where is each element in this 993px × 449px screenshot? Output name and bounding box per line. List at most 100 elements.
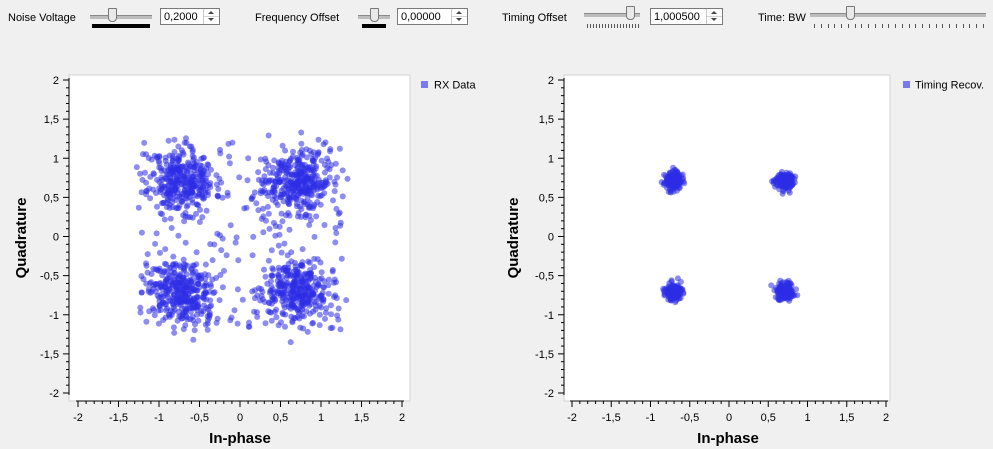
data-point bbox=[335, 316, 342, 323]
frequency-offset-spinbox[interactable]: 0,00000 bbox=[397, 8, 468, 25]
data-point bbox=[265, 257, 272, 264]
y-tick-label: -1,5 bbox=[40, 349, 59, 361]
slider-tick bbox=[847, 24, 849, 28]
data-point bbox=[289, 318, 296, 324]
slider-tick bbox=[976, 24, 978, 28]
timing-offset-value[interactable]: 1,000500 bbox=[654, 11, 700, 23]
data-point bbox=[168, 187, 175, 194]
timing-offset-spinbox[interactable]: 1,000500 bbox=[650, 8, 723, 25]
data-point bbox=[194, 311, 200, 318]
timing-offset-slider[interactable] bbox=[584, 4, 640, 24]
slider-handle[interactable] bbox=[846, 6, 855, 20]
data-point bbox=[158, 174, 165, 181]
slider-tick bbox=[955, 24, 957, 28]
data-point bbox=[295, 184, 302, 191]
spin-down-button[interactable] bbox=[452, 17, 467, 24]
data-point bbox=[776, 280, 783, 287]
data-point bbox=[296, 171, 303, 178]
x-tick-label: 2 bbox=[883, 412, 889, 424]
spin-up-button[interactable] bbox=[707, 9, 722, 17]
slider-tick bbox=[599, 24, 600, 28]
data-point bbox=[200, 155, 207, 162]
data-point bbox=[298, 262, 305, 269]
frequency-offset-value[interactable]: 0,00000 bbox=[401, 11, 441, 23]
frequency-offset-slider[interactable] bbox=[358, 6, 390, 26]
data-point bbox=[269, 272, 276, 279]
data-point bbox=[266, 309, 273, 316]
data-point bbox=[178, 147, 185, 154]
data-point bbox=[279, 142, 286, 149]
data-point bbox=[333, 205, 340, 212]
data-point bbox=[304, 328, 311, 335]
data-point bbox=[291, 278, 298, 284]
x-tick-label: -1,5 bbox=[602, 412, 621, 424]
data-point bbox=[343, 297, 350, 304]
data-point bbox=[282, 311, 289, 318]
data-point bbox=[164, 305, 171, 312]
data-point bbox=[137, 309, 144, 316]
legend-label[interactable]: Timing Recov. bbox=[915, 80, 984, 92]
data-point bbox=[169, 157, 176, 164]
data-point bbox=[309, 173, 316, 180]
data-point bbox=[306, 184, 313, 191]
slider-tick bbox=[617, 24, 618, 28]
data-point bbox=[196, 219, 203, 225]
data-point bbox=[195, 178, 202, 184]
data-point bbox=[339, 167, 346, 174]
data-point bbox=[672, 294, 679, 301]
plot-canvas bbox=[563, 74, 891, 402]
slider-tick bbox=[881, 24, 883, 28]
data-point bbox=[152, 240, 159, 247]
data-point bbox=[239, 296, 246, 303]
y-tick-label: -1 bbox=[49, 310, 59, 322]
data-point bbox=[303, 190, 310, 197]
data-point bbox=[192, 182, 199, 189]
x-tick-label: -2 bbox=[73, 412, 83, 424]
data-point bbox=[180, 267, 187, 274]
data-point bbox=[150, 171, 157, 178]
data-point bbox=[311, 298, 318, 305]
noise-voltage-spinbox[interactable]: 0,2000 bbox=[160, 8, 220, 25]
spin-down-button[interactable] bbox=[707, 17, 722, 24]
data-point bbox=[279, 218, 286, 225]
data-point bbox=[208, 166, 214, 173]
legend-swatch bbox=[903, 81, 910, 88]
x-axis-title: In-phase bbox=[697, 430, 759, 447]
x-tick-label: -0,5 bbox=[680, 412, 699, 424]
data-point bbox=[768, 282, 775, 289]
slider-tick bbox=[983, 24, 984, 28]
data-point bbox=[315, 192, 322, 199]
data-point bbox=[206, 181, 213, 188]
data-point bbox=[297, 308, 304, 314]
data-point bbox=[138, 273, 145, 280]
slider-tick bbox=[614, 24, 615, 28]
slider-tick bbox=[820, 24, 822, 28]
noise-voltage-value[interactable]: 0,2000 bbox=[164, 11, 198, 23]
data-point bbox=[177, 167, 184, 174]
legend-label[interactable]: RX Data bbox=[434, 80, 476, 92]
spin-down-button[interactable] bbox=[204, 17, 219, 24]
data-point bbox=[196, 191, 203, 198]
data-point bbox=[783, 175, 790, 182]
data-point bbox=[315, 136, 322, 143]
noise-voltage-slider[interactable] bbox=[90, 6, 152, 26]
data-point bbox=[302, 175, 309, 182]
spin-up-button[interactable] bbox=[204, 9, 219, 17]
data-point bbox=[302, 165, 309, 172]
x-tick-label: 1,5 bbox=[839, 412, 854, 424]
data-point bbox=[331, 276, 338, 283]
y-tick-label: 0,5 bbox=[44, 192, 59, 204]
data-point bbox=[275, 242, 282, 249]
spin-up-button[interactable] bbox=[452, 9, 467, 17]
y-tick-label: 0 bbox=[548, 232, 554, 244]
slider-handle[interactable] bbox=[370, 8, 379, 22]
data-point bbox=[297, 324, 304, 331]
time-bw-slider[interactable] bbox=[810, 4, 986, 24]
y-tick-label: -0,5 bbox=[40, 271, 59, 283]
slider-handle[interactable] bbox=[108, 8, 117, 22]
data-point bbox=[332, 239, 339, 246]
slider-handle[interactable] bbox=[626, 6, 635, 20]
data-point bbox=[663, 177, 670, 184]
data-point bbox=[157, 210, 164, 217]
rx-data-constellation-plot: 2 1,5 1 0,5 0 -0,5 -1 -1,5 -2 -2 -1,5 -1 -0,5 0 0,5 1 1… bbox=[13, 74, 476, 447]
